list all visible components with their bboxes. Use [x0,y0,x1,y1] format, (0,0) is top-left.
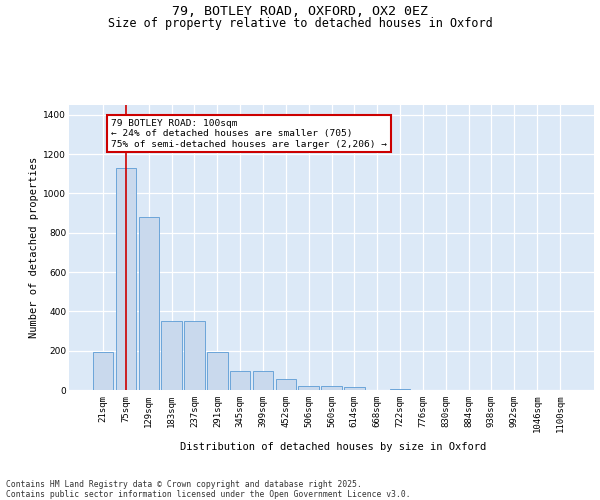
Bar [207,352,227,390]
Text: Contains HM Land Registry data © Crown copyright and database right 2025.
Contai: Contains HM Land Registry data © Crown c… [6,480,410,499]
Bar [230,372,250,390]
Text: Distribution of detached houses by size in Oxford: Distribution of detached houses by size … [180,442,486,452]
Bar [116,168,136,390]
Bar [275,379,296,390]
Bar [93,352,113,390]
Text: 79 BOTLEY ROAD: 100sqm
← 24% of detached houses are smaller (705)
75% of semi-de: 79 BOTLEY ROAD: 100sqm ← 24% of detached… [111,119,387,148]
Text: 79, BOTLEY ROAD, OXFORD, OX2 0EZ: 79, BOTLEY ROAD, OXFORD, OX2 0EZ [172,5,428,18]
Bar [184,321,205,390]
Bar [298,386,319,390]
Bar [253,372,273,390]
Bar [321,386,342,390]
Y-axis label: Number of detached properties: Number of detached properties [29,157,39,338]
Bar [161,321,182,390]
Bar [390,389,410,390]
Text: Size of property relative to detached houses in Oxford: Size of property relative to detached ho… [107,18,493,30]
Bar [139,217,159,390]
Bar [344,387,365,390]
